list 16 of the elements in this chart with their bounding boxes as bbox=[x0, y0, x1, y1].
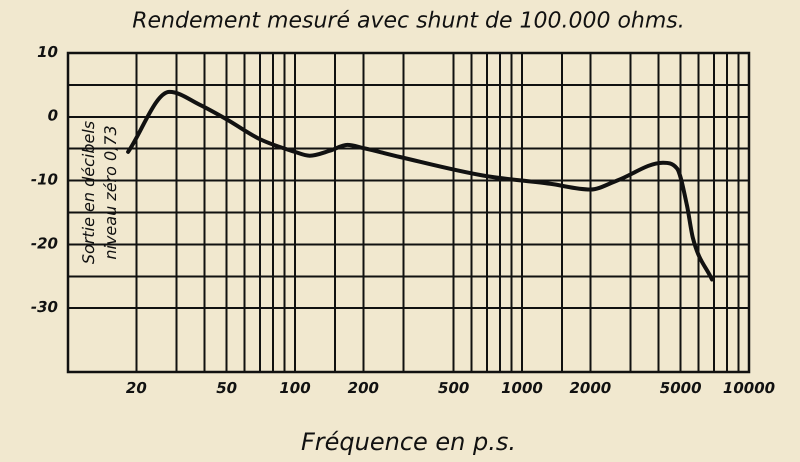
x-tick-label: 100 bbox=[279, 378, 311, 397]
y-tick-label: -20 bbox=[30, 234, 58, 252]
y-tick-label: 0 bbox=[48, 106, 58, 125]
y-tick-label: -10 bbox=[30, 170, 58, 188]
x-tick-label: 20 bbox=[126, 378, 147, 397]
x-tick-label: 2000 bbox=[569, 378, 612, 397]
y-tick-label: 10 bbox=[37, 42, 58, 61]
x-tick-label: 10000 bbox=[722, 378, 776, 397]
y-tick-label: -30 bbox=[30, 298, 58, 316]
x-tick-label: 50 bbox=[216, 378, 238, 397]
x-axis-title: Fréquence en p.s. bbox=[300, 428, 516, 456]
x-tick-label: 5000 bbox=[660, 378, 702, 397]
x-tick-label: 500 bbox=[438, 378, 470, 397]
x-tick-label: 200 bbox=[348, 378, 379, 397]
chart-title: Rendement mesuré avec shunt de 100.000 ohms. bbox=[132, 8, 685, 34]
x-tick-label: 1000 bbox=[501, 378, 543, 397]
